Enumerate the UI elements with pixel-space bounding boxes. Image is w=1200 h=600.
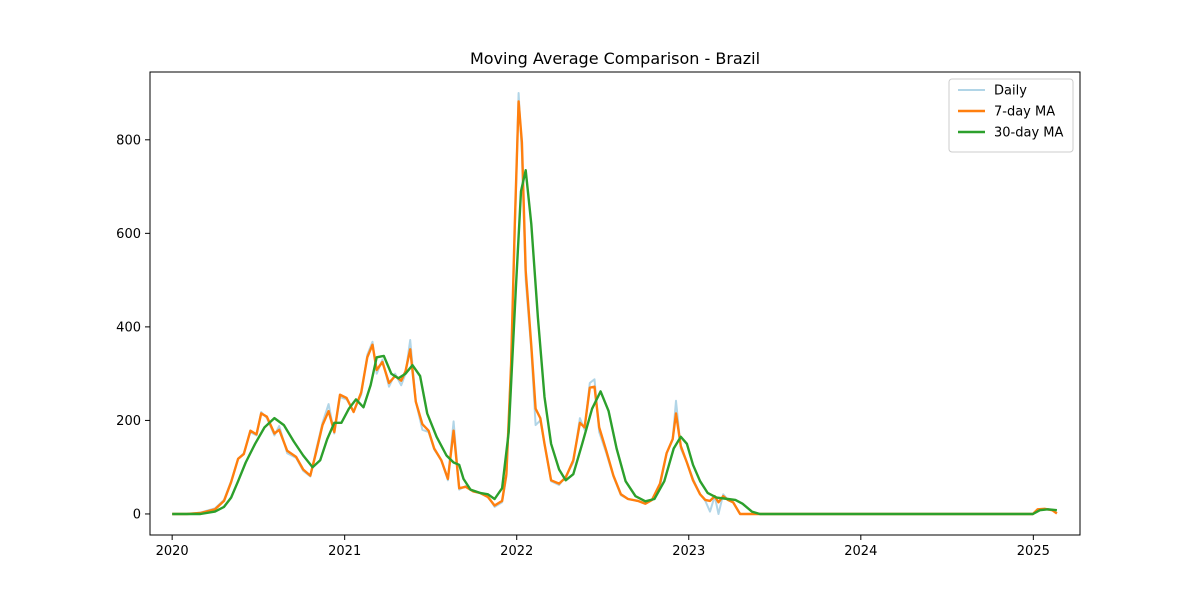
x-tick-label: 2022: [500, 544, 533, 559]
y-tick-label: 0: [133, 507, 141, 522]
legend-label: 30-day MA: [994, 126, 1063, 141]
legend: Daily 7-day MA 30-day MA: [948, 78, 1074, 153]
series-line-7-day-ma: [172, 100, 1058, 516]
x-tick-label: 2024: [844, 544, 877, 559]
x-tick-label: 2023: [672, 544, 705, 559]
series-line-daily: [172, 92, 1058, 515]
legend-label: 7-day MA: [994, 105, 1055, 120]
chart-title: Moving Average Comparison - Brazil: [470, 49, 760, 68]
y-tick-label: 400: [116, 320, 141, 335]
y-tick-label: 200: [116, 414, 141, 429]
y-tick-label: 600: [116, 227, 141, 242]
legend-box: [948, 78, 1074, 153]
x-tick-label: 2025: [1017, 544, 1050, 559]
y-tick-label: 800: [116, 133, 141, 148]
series-line-30-day-ma: [172, 169, 1058, 516]
x-tick-label: 2021: [328, 544, 361, 559]
plot-frame: [149, 71, 1081, 536]
legend-label: Daily: [994, 84, 1027, 99]
x-tick-label: 2020: [156, 544, 189, 559]
